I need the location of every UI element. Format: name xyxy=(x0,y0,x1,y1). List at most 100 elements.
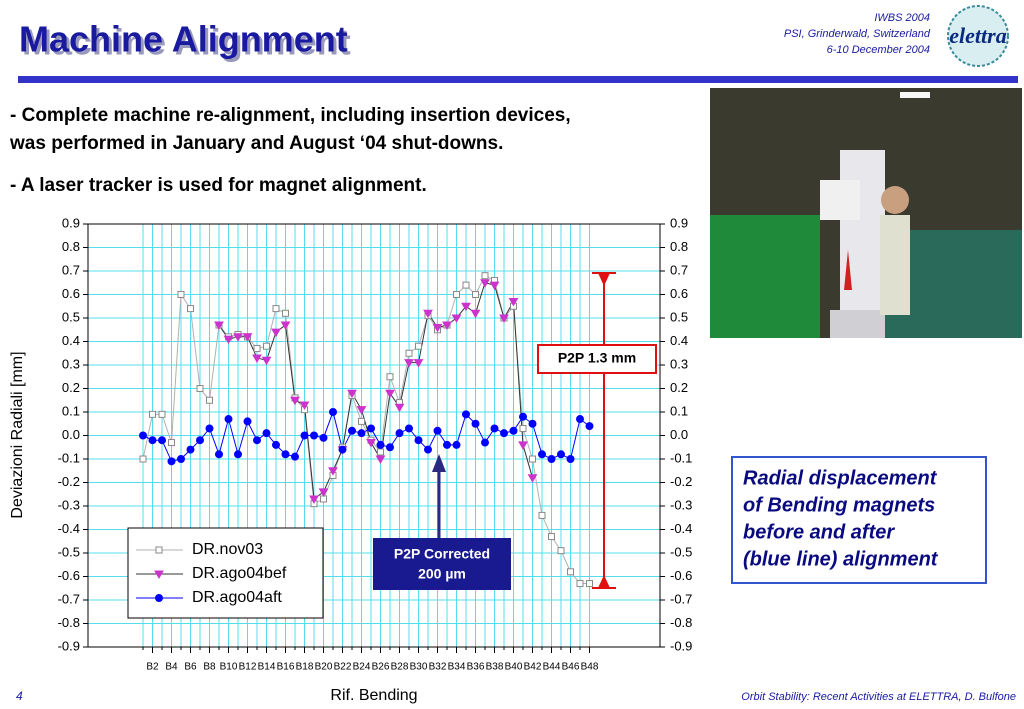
logo-globe xyxy=(947,5,1009,67)
marker xyxy=(154,570,164,580)
marker xyxy=(585,422,594,431)
y2-tick-label: -0.3 xyxy=(670,497,692,512)
marker xyxy=(261,356,272,366)
y-tick-label: -0.9 xyxy=(58,638,80,653)
title: Machine Alignment xyxy=(19,19,348,60)
marker xyxy=(538,511,546,519)
marker xyxy=(242,333,253,342)
marker xyxy=(442,321,452,331)
y2-tick-label: -0.4 xyxy=(670,521,692,536)
marker xyxy=(291,452,299,461)
arrowhead xyxy=(598,575,610,588)
marker xyxy=(253,436,261,445)
x-tick-label: B8 xyxy=(203,662,216,673)
marker xyxy=(309,495,319,504)
y2-tick-label: 0.6 xyxy=(670,286,688,301)
conference-line: PSI, Grinderwald, Switzerland xyxy=(784,28,931,40)
y2-tick-label: -0.2 xyxy=(670,474,692,489)
marker xyxy=(547,455,556,463)
y2-tick-label: 0.0 xyxy=(670,427,688,442)
legend-label: DR.nov03 xyxy=(192,541,263,558)
y2-tick-label: 0.1 xyxy=(670,403,688,418)
caption-line: (blue line) alignment xyxy=(743,548,939,570)
arrowhead xyxy=(598,273,610,286)
x-tick-label: B12 xyxy=(239,662,257,673)
y2-tick-label: 0.8 xyxy=(670,239,688,254)
marker xyxy=(357,429,366,438)
x-tick-label: B16 xyxy=(277,662,295,673)
marker xyxy=(149,410,156,418)
marker xyxy=(187,305,194,313)
marker xyxy=(576,580,584,588)
marker xyxy=(472,291,479,298)
caption-box xyxy=(731,456,987,584)
marker xyxy=(328,467,338,476)
marker xyxy=(557,450,565,459)
marker xyxy=(500,429,508,438)
marker xyxy=(155,546,163,554)
legend-label: DR.ago04bef xyxy=(192,565,287,582)
y2-tick-label: 0.5 xyxy=(670,309,688,324)
x-tick-label: B18 xyxy=(296,662,314,673)
x-tick-label: B4 xyxy=(165,662,178,673)
marker xyxy=(272,305,280,313)
x-tick-label: B30 xyxy=(410,662,428,673)
y-tick-label: -0.6 xyxy=(58,568,80,583)
y2-tick-label: -0.7 xyxy=(670,591,692,606)
marker xyxy=(462,410,470,419)
marker xyxy=(470,309,481,319)
marker xyxy=(404,359,414,368)
marker xyxy=(375,455,386,465)
x-tick-label: B38 xyxy=(486,662,504,673)
marker xyxy=(461,302,471,312)
y2-tick-label: 0.3 xyxy=(670,356,688,371)
plot-frame xyxy=(87,223,661,648)
marker xyxy=(300,431,309,440)
marker xyxy=(234,450,242,459)
marker xyxy=(233,333,243,342)
marker xyxy=(462,281,470,289)
bullet: was performed in January and August ‘04 … xyxy=(9,133,503,154)
legend-label: DR.ago04aft xyxy=(192,589,282,606)
y-axis-label: Deviazioni Radiali [mm] xyxy=(9,351,26,518)
marker xyxy=(224,415,233,424)
marker xyxy=(299,401,310,410)
marker xyxy=(139,431,147,440)
x-tick-label: B32 xyxy=(429,662,447,673)
marker xyxy=(394,403,405,413)
x-tick-label: B46 xyxy=(562,662,580,673)
marker xyxy=(167,457,176,466)
y-tick-label: -0.2 xyxy=(58,474,80,489)
y-tick-label: 0.6 xyxy=(62,286,80,301)
marker xyxy=(290,396,300,406)
y2-tick-label: 0.9 xyxy=(670,215,688,230)
marker xyxy=(557,547,565,555)
marker xyxy=(481,272,489,280)
marker xyxy=(386,443,394,452)
marker xyxy=(452,440,461,449)
page-number: 4 xyxy=(16,689,23,703)
marker xyxy=(139,455,147,463)
marker xyxy=(528,419,537,428)
y-tick-label: 0.7 xyxy=(62,262,80,277)
marker xyxy=(318,488,329,497)
marker xyxy=(405,349,413,357)
marker xyxy=(489,281,500,291)
y-tick-label: -0.5 xyxy=(58,544,80,559)
x-tick-label: B36 xyxy=(467,662,485,673)
marker xyxy=(377,448,384,456)
marker xyxy=(376,440,385,449)
x-tick-label: B6 xyxy=(184,662,197,673)
marker xyxy=(538,450,546,459)
marker xyxy=(177,455,185,463)
x-tick-label: B28 xyxy=(391,662,409,673)
bullet: - Complete machine re-alignment, includi… xyxy=(10,105,571,126)
annotation-box xyxy=(373,538,511,590)
y-tick-label: 0.9 xyxy=(62,215,80,230)
marker xyxy=(490,424,499,433)
marker xyxy=(158,410,166,418)
marker xyxy=(519,424,527,432)
caption-line: Radial displacement xyxy=(743,467,938,489)
annotation-box xyxy=(537,344,657,374)
marker xyxy=(451,314,462,324)
